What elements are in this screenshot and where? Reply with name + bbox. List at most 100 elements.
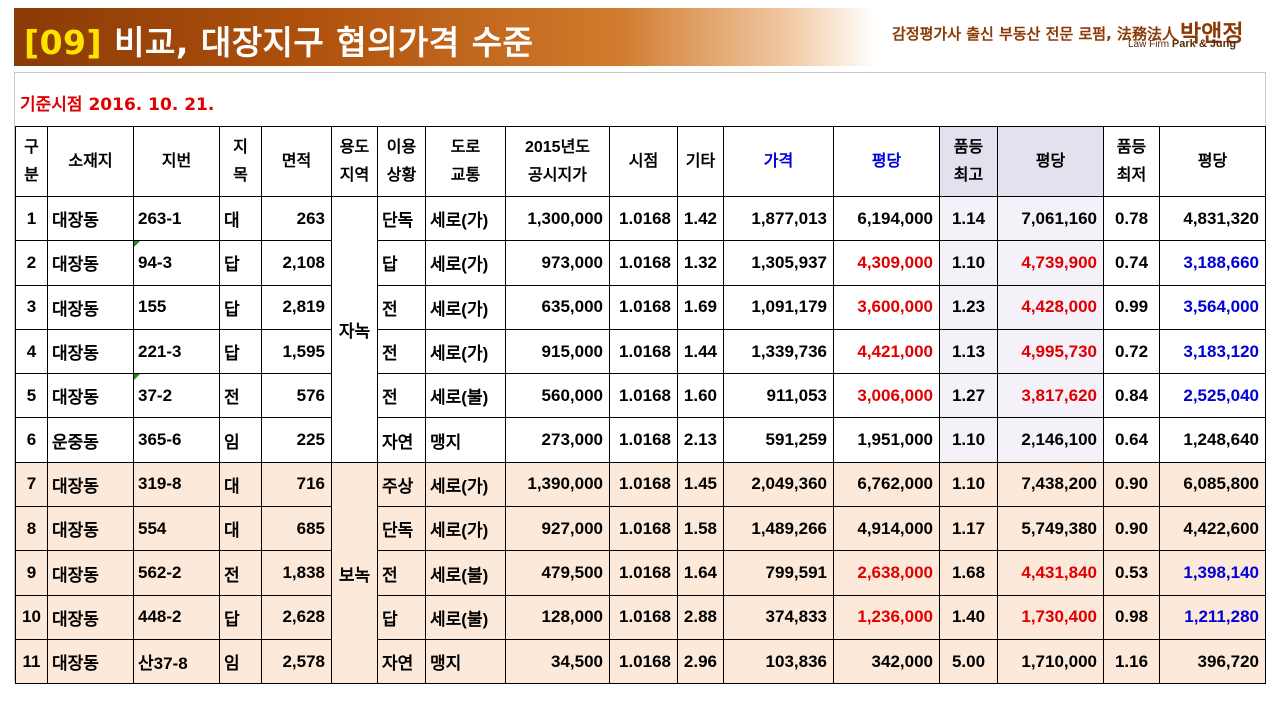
- cell-location: 대장동: [47, 461, 134, 508]
- cell-per-pyeong-min: 1,248,640: [1159, 417, 1266, 463]
- cell-per-pyeong: 4,309,000: [833, 240, 940, 286]
- cell-per-pyeong-max: 3,817,620: [997, 373, 1104, 419]
- header-lot: 지번: [133, 126, 220, 197]
- cell-no: 3: [15, 284, 48, 330]
- cell-official-price: 1,390,000: [505, 461, 610, 508]
- cell-lot: 365-6: [133, 417, 220, 463]
- cell-official-price: 927,000: [505, 506, 610, 552]
- cell-other-factor: 2.13: [677, 417, 724, 463]
- cell-category: 임: [219, 638, 262, 685]
- cell-no: 10: [15, 594, 48, 640]
- cell-area: 576: [261, 373, 332, 419]
- cell-category: 답: [219, 240, 262, 286]
- cell-time-factor: 1.0168: [609, 328, 678, 375]
- cell-area: 2,819: [261, 284, 332, 330]
- cell-official-price: 560,000: [505, 373, 610, 419]
- cell-time-factor: 1.0168: [609, 284, 678, 330]
- cell-per-pyeong-min: 6,085,800: [1159, 461, 1266, 508]
- cell-other-factor: 1.69: [677, 284, 724, 330]
- cell-per-pyeong-max: 4,995,730: [997, 328, 1104, 375]
- cell-grade-max: 1.14: [939, 195, 998, 242]
- cell-time-factor: 1.0168: [609, 594, 678, 640]
- cell-use: 주상: [377, 461, 426, 508]
- cell-per-pyeong: 1,236,000: [833, 594, 940, 640]
- cell-location: 대장동: [47, 594, 134, 640]
- cell-official-price: 128,000: [505, 594, 610, 640]
- cell-per-pyeong-min: 3,188,660: [1159, 240, 1266, 286]
- table-row: 2 대장동 94-3 답 2,108 답 세로(가) 973,000 1.0168 1.32 1,3…: [15, 240, 1266, 286]
- cell-per-pyeong: 4,914,000: [833, 506, 940, 552]
- cell-area: 225: [261, 417, 332, 463]
- cell-area: 685: [261, 506, 332, 552]
- cell-no: 5: [15, 373, 48, 419]
- cell-other-factor: 1.42: [677, 195, 724, 242]
- cell-time-factor: 1.0168: [609, 195, 678, 242]
- cell-price: 591,259: [723, 417, 834, 463]
- header-area: 면적: [261, 126, 332, 197]
- cell-price: 1,877,013: [723, 195, 834, 242]
- cell-per-pyeong: 342,000: [833, 638, 940, 685]
- cell-area: 716: [261, 461, 332, 508]
- cell-grade-min: 0.78: [1103, 195, 1160, 242]
- cell-time-factor: 1.0168: [609, 461, 678, 508]
- cell-per-pyeong-max: 2,146,100: [997, 417, 1104, 463]
- cell-road: 세로(가): [425, 328, 506, 375]
- cell-per-pyeong-min: 3,564,000: [1159, 284, 1266, 330]
- cell-use: 자연: [377, 417, 426, 463]
- table-row: 10 대장동 448-2 답 2,628 답 세로(불) 128,000 1.0168 2.88 3…: [15, 594, 1266, 640]
- cell-location: 대장동: [47, 284, 134, 330]
- cell-time-factor: 1.0168: [609, 373, 678, 419]
- cell-official-price: 635,000: [505, 284, 610, 330]
- cell-use: 전: [377, 284, 426, 330]
- cell-no: 9: [15, 550, 48, 596]
- cell-location: 대장동: [47, 638, 134, 685]
- cell-no: 8: [15, 506, 48, 552]
- cell-time-factor: 1.0168: [609, 417, 678, 463]
- cell-grade-max: 1.17: [939, 506, 998, 552]
- cell-price: 1,305,937: [723, 240, 834, 286]
- cell-per-pyeong: 6,762,000: [833, 461, 940, 508]
- header-no: 구 분: [15, 126, 48, 197]
- table-row: 6 운중동 365-6 임 225 자연 맹지 273,000 1.0168 2.13 591,25…: [15, 417, 1266, 463]
- cell-per-pyeong-min: 1,398,140: [1159, 550, 1266, 596]
- cell-no: 2: [15, 240, 48, 286]
- cell-per-pyeong-max: 4,428,000: [997, 284, 1104, 330]
- cell-category: 임: [219, 417, 262, 463]
- title-text: 비교, 대장지구 협의가격 수준: [114, 23, 534, 62]
- cell-location: 대장동: [47, 328, 134, 375]
- table-row: 5 대장동 37-2 전 576 전 세로(불) 560,000 1.0168 1.60 911,0…: [15, 373, 1266, 419]
- cell-category: 전: [219, 550, 262, 596]
- header-use: 이용 상황: [377, 126, 426, 197]
- cell-category: 대: [219, 461, 262, 508]
- cell-price: 799,591: [723, 550, 834, 596]
- table-row: 8 대장동 554 대 685 단독 세로(가) 927,000 1.0168 1.58 1,489…: [15, 506, 1266, 552]
- cell-per-pyeong-max: 5,749,380: [997, 506, 1104, 552]
- cell-per-pyeong-max: 1,730,400: [997, 594, 1104, 640]
- cell-grade-min: 0.99: [1103, 284, 1160, 330]
- firm-subtitle: Law Firm Park & Jung: [1128, 38, 1236, 50]
- firm-sub-prefix: Law Firm: [1128, 39, 1170, 50]
- cell-area: 1,595: [261, 328, 332, 375]
- cell-location: 대장동: [47, 506, 134, 552]
- cell-road: 세로(가): [425, 195, 506, 242]
- cell-per-pyeong-min: 2,525,040: [1159, 373, 1266, 419]
- cell-price: 1,489,266: [723, 506, 834, 552]
- cell-road: 맹지: [425, 417, 506, 463]
- cell-zoning: 자녹: [331, 196, 378, 463]
- cell-per-pyeong-min: 3,183,120: [1159, 328, 1266, 375]
- cell-grade-max: 1.27: [939, 373, 998, 419]
- cell-other-factor: 2.88: [677, 594, 724, 640]
- cell-other-factor: 2.96: [677, 638, 724, 685]
- cell-road: 세로(가): [425, 284, 506, 330]
- cell-per-pyeong: 1,951,000: [833, 417, 940, 463]
- cell-area: 263: [261, 195, 332, 242]
- cell-other-factor: 1.58: [677, 506, 724, 552]
- cell-per-pyeong: 3,600,000: [833, 284, 940, 330]
- cell-area: 2,108: [261, 240, 332, 286]
- cell-use: 단독: [377, 506, 426, 552]
- cell-lot: 448-2: [133, 594, 220, 640]
- cell-per-pyeong-max: 1,710,000: [997, 638, 1104, 685]
- header-per-pyeong-min: 평당: [1159, 126, 1266, 197]
- cell-other-factor: 1.44: [677, 328, 724, 375]
- header-per-pyeong-max: 평당: [997, 126, 1104, 197]
